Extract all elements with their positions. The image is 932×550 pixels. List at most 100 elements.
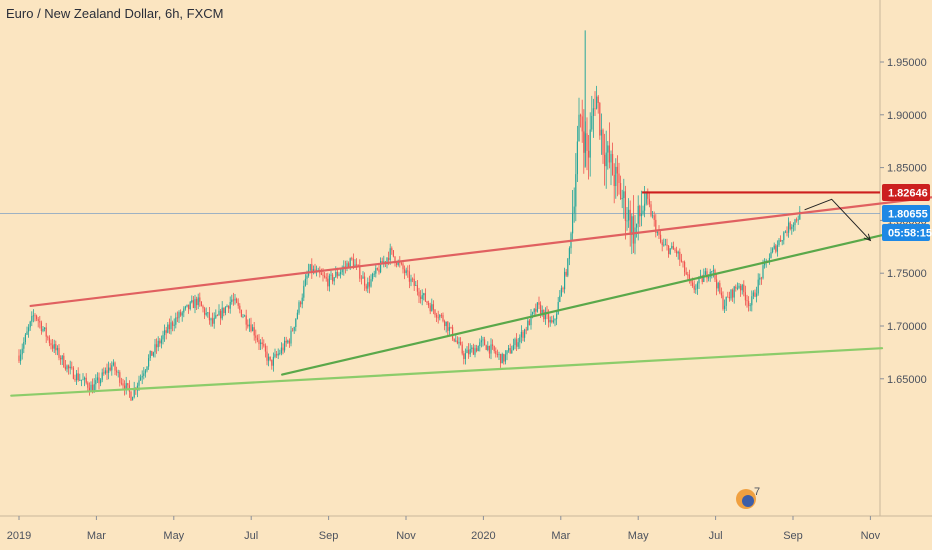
candle-body — [786, 231, 788, 233]
projection-arrow-path — [804, 198, 871, 241]
candle-body — [240, 309, 242, 317]
candle-body — [296, 312, 298, 319]
candle-body — [368, 282, 370, 287]
candle-body — [69, 366, 71, 369]
logo-badge-text: 7 — [754, 486, 760, 498]
candle-body — [594, 108, 596, 110]
candle-body — [716, 279, 718, 289]
candle-body — [520, 331, 522, 338]
candle-body — [26, 331, 28, 335]
candle-body — [797, 219, 799, 221]
candle-body — [576, 141, 578, 175]
candle-body — [196, 298, 198, 306]
candle-body — [237, 302, 239, 306]
candle-body — [207, 312, 209, 314]
candle-body — [696, 283, 698, 289]
candle-body — [159, 340, 161, 344]
candle-body — [95, 380, 97, 385]
candle-body — [96, 377, 98, 381]
candle-body — [452, 327, 454, 339]
candle-body — [632, 216, 634, 244]
candle-body — [485, 345, 487, 350]
countdown-tag: 05:58:15 — [888, 227, 932, 239]
candle-body — [743, 284, 745, 293]
candle-body — [477, 345, 479, 352]
candle-body — [218, 310, 220, 316]
candle-body — [604, 154, 606, 167]
candle-body — [88, 387, 90, 391]
candle-body — [757, 279, 759, 294]
candle-body — [548, 314, 550, 323]
candle-body — [101, 372, 103, 380]
candle-body — [644, 203, 646, 211]
candle-body — [466, 349, 468, 354]
candle-body — [229, 302, 231, 309]
candle-body — [719, 283, 721, 293]
candle-body — [684, 261, 686, 273]
candle-body — [775, 245, 777, 252]
candle-body — [21, 348, 23, 355]
candle-body — [792, 225, 794, 227]
x-tick-label: May — [628, 530, 649, 542]
candle-body — [754, 292, 756, 297]
candle-body — [293, 326, 295, 331]
candle-body — [231, 299, 233, 303]
candle-body — [672, 245, 674, 250]
candle-body — [346, 263, 348, 267]
candle-body — [420, 296, 422, 299]
candle-body — [18, 355, 20, 362]
x-tick-label: Jul — [244, 530, 258, 542]
candle-body — [698, 277, 700, 284]
candle-body — [263, 344, 265, 346]
candle-body — [341, 269, 343, 273]
candle-body — [522, 331, 524, 338]
candle-body — [325, 277, 327, 279]
candle-body — [223, 307, 225, 314]
candle-body — [549, 319, 551, 323]
candle-body — [788, 222, 790, 233]
candle-body — [392, 250, 394, 257]
candle-body — [85, 377, 87, 383]
x-tick-label: Nov — [396, 530, 416, 542]
candle-body — [180, 312, 182, 316]
candle-body — [40, 322, 42, 331]
candle-body — [482, 339, 484, 341]
candle-body — [636, 223, 638, 228]
candle-body — [450, 327, 452, 328]
candle-body — [722, 295, 724, 309]
candle-body — [669, 248, 671, 254]
candle-body — [106, 370, 108, 373]
candle-body — [151, 350, 153, 356]
candle-body — [165, 330, 167, 333]
candle-body — [300, 302, 302, 305]
candle-body — [360, 278, 362, 280]
candle-body — [471, 347, 473, 349]
candle-body — [252, 327, 254, 332]
candle-body — [304, 278, 306, 286]
candle-body — [762, 265, 764, 279]
candle-body — [375, 268, 377, 274]
candle-body — [244, 315, 246, 317]
candle-body — [712, 270, 714, 272]
candle-body — [61, 355, 63, 360]
candle-body — [506, 350, 508, 355]
candle-body — [279, 353, 281, 354]
candle-body — [527, 320, 529, 331]
candle-body — [234, 298, 236, 301]
candle-body — [656, 231, 658, 233]
candle-body — [423, 293, 425, 296]
candle-body — [575, 174, 577, 207]
candle-body — [82, 379, 84, 381]
candle-body — [220, 310, 222, 319]
candle-body — [586, 133, 588, 151]
candle-body — [236, 298, 238, 303]
candle-body — [685, 272, 687, 275]
candle-body — [24, 334, 26, 342]
candle-body — [492, 344, 494, 347]
candle-body — [56, 347, 58, 351]
candle-body — [500, 354, 502, 364]
candle-body — [623, 191, 625, 199]
candle-body — [37, 319, 39, 321]
candle-body — [429, 305, 431, 312]
